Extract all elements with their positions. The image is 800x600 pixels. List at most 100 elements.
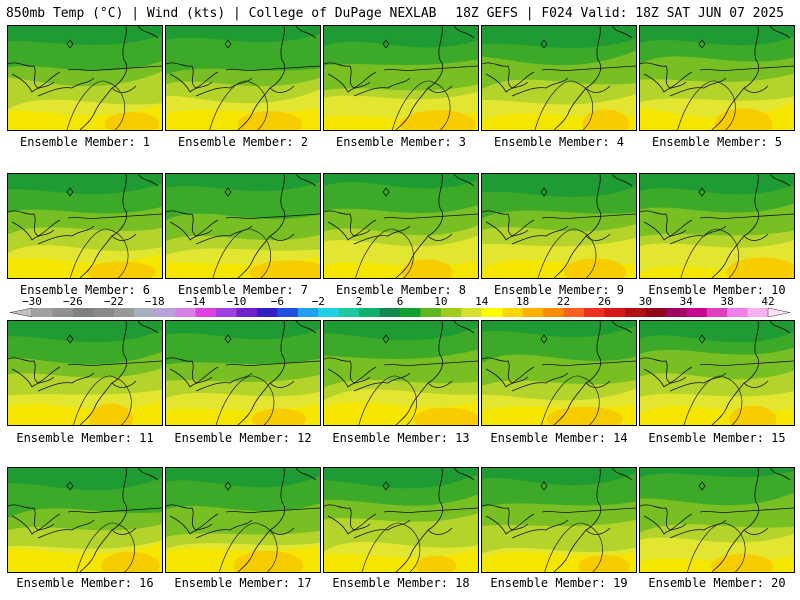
- ensemble-member-label: Ensemble Member: 19: [490, 576, 628, 590]
- colorbar-segment: [420, 308, 442, 317]
- colorbar-tick-label: 42: [761, 295, 775, 308]
- colorbar-segment: [543, 308, 565, 317]
- colorbar-tick-label: −2: [311, 295, 325, 308]
- ensemble-member-map: [323, 467, 479, 573]
- ensemble-member-label: Ensemble Member: 15: [648, 431, 786, 445]
- ensemble-member-label: Ensemble Member: 1: [19, 135, 151, 149]
- ensemble-member-label: Ensemble Member: 12: [174, 431, 312, 445]
- model-run-info: 18Z GEFS | F024 Valid: 18Z SAT JUN 07 20…: [455, 6, 784, 21]
- ensemble-member-label: Ensemble Member: 4: [493, 135, 625, 149]
- ensemble-member-label: Ensemble Member: 17: [174, 576, 312, 590]
- ensemble-member-map: [165, 173, 321, 279]
- colorbar-segment: [113, 308, 135, 317]
- ensemble-member-label: Ensemble Member: 2: [177, 135, 309, 149]
- colorbar-tick-label: 18: [516, 295, 530, 308]
- ensemble-member-map: [165, 467, 321, 573]
- ensemble-member-map: [323, 320, 479, 426]
- colorbar-tick-label: −18: [144, 295, 165, 308]
- colorbar-tick-label: −14: [185, 295, 206, 308]
- ensemble-member-map: [7, 173, 163, 279]
- colorbar-tick-label: 38: [720, 295, 734, 308]
- ensemble-member-label: Ensemble Member: 9: [493, 283, 625, 297]
- colorbar-segment: [727, 308, 749, 317]
- ensemble-member-label: Ensemble Member: 18: [332, 576, 470, 590]
- colorbar-segment: [645, 308, 667, 317]
- ensemble-member-map: [639, 173, 795, 279]
- colorbar-tick-label: 34: [679, 295, 693, 308]
- colorbar-segment: [277, 308, 299, 317]
- colorbar-segment: [338, 308, 360, 317]
- ensemble-member-map: [165, 320, 321, 426]
- ensemble-member-label: Ensemble Member: 20: [648, 576, 786, 590]
- colorbar-segment: [134, 308, 156, 317]
- colorbar-segment: [236, 308, 258, 317]
- colorbar-tick-label: 30: [638, 295, 652, 308]
- ensemble-member-label: Ensemble Member: 16: [16, 576, 154, 590]
- ensemble-member-label: Ensemble Member: 11: [16, 431, 154, 445]
- colorbar-segment: [522, 308, 544, 317]
- ensemble-member-map: [639, 320, 795, 426]
- temperature-colorbar: −30 −26 −22 −18 −14 −10 −6 −2 2 6 10 14 18 22 26 30 34 38…: [10, 295, 790, 325]
- colorbar-segment: [318, 308, 340, 317]
- colorbar-segment: [359, 308, 381, 317]
- ensemble-member-map: [7, 467, 163, 573]
- colorbar-low-arrow: [10, 307, 33, 318]
- ensemble-member-map: [7, 320, 163, 426]
- colorbar-segment: [461, 308, 483, 317]
- colorbar-segment: [297, 308, 319, 317]
- colorbar-segment: [379, 308, 401, 317]
- ensemble-member-map: [323, 173, 479, 279]
- colorbar-tick-label: 6: [396, 295, 404, 308]
- colorbar-tick-label: −30: [22, 295, 42, 308]
- ensemble-member-map: [481, 320, 637, 426]
- ensemble-member-label: Ensemble Member: 8: [335, 283, 467, 297]
- colorbar-tick-label: −26: [62, 295, 83, 308]
- ensemble-member-map: [323, 25, 479, 131]
- colorbar-segment: [563, 308, 585, 317]
- ensemble-member-label: Ensemble Member: 3: [335, 135, 467, 149]
- colorbar-tick-label: −22: [103, 295, 124, 308]
- ensemble-member-label: Ensemble Member: 7: [177, 283, 309, 297]
- colorbar-segment: [584, 308, 605, 317]
- ensemble-member-map: [639, 467, 795, 573]
- colorbar-segment: [481, 308, 503, 317]
- colorbar-tick-label: 22: [556, 295, 571, 308]
- colorbar-segment: [665, 308, 687, 317]
- colorbar-segment: [32, 308, 53, 317]
- ensemble-member-map: [165, 25, 321, 131]
- ensemble-member-label: Ensemble Member: 13: [332, 431, 470, 445]
- ensemble-member-label: Ensemble Member: 10: [648, 283, 786, 297]
- ensemble-member-map: [481, 467, 637, 573]
- colorbar-segment: [624, 308, 646, 317]
- colorbar-tick-label: 2: [355, 295, 363, 308]
- colorbar-tick-label: 14: [475, 295, 489, 308]
- colorbar-segment: [195, 308, 217, 317]
- colorbar-segment: [604, 308, 626, 317]
- map-title: 850mb Temp (°C) | Wind (kts) | College o…: [6, 6, 437, 21]
- colorbar-segment: [502, 308, 524, 317]
- colorbar-tick-label: 10: [434, 295, 448, 308]
- colorbar-segment: [747, 308, 769, 317]
- colorbar-segment: [72, 308, 94, 317]
- colorbar-segment: [175, 308, 197, 317]
- ensemble-member-label: Ensemble Member: 14: [490, 431, 628, 445]
- colorbar-tick-label: 26: [597, 295, 612, 308]
- ensemble-member-map: [481, 25, 637, 131]
- colorbar-segment: [686, 308, 708, 317]
- ensemble-member-map: [481, 173, 637, 279]
- colorbar-segment: [440, 308, 462, 317]
- colorbar-segment: [216, 308, 237, 317]
- colorbar-segment: [706, 308, 728, 317]
- colorbar-segment: [256, 308, 278, 317]
- colorbar-segment: [400, 308, 421, 317]
- colorbar-tick-label: −10: [226, 295, 247, 308]
- ensemble-member-map: [639, 25, 795, 131]
- ensemble-member-map: [7, 25, 163, 131]
- colorbar-high-arrow: [767, 307, 790, 318]
- ensemble-member-label: Ensemble Member: 5: [651, 135, 783, 149]
- colorbar-segment: [154, 308, 176, 317]
- ensemble-member-label: Ensemble Member: 6: [19, 283, 151, 297]
- colorbar-segment: [52, 308, 74, 317]
- colorbar-segment: [93, 308, 115, 317]
- colorbar-tick-label: −6: [270, 295, 284, 308]
